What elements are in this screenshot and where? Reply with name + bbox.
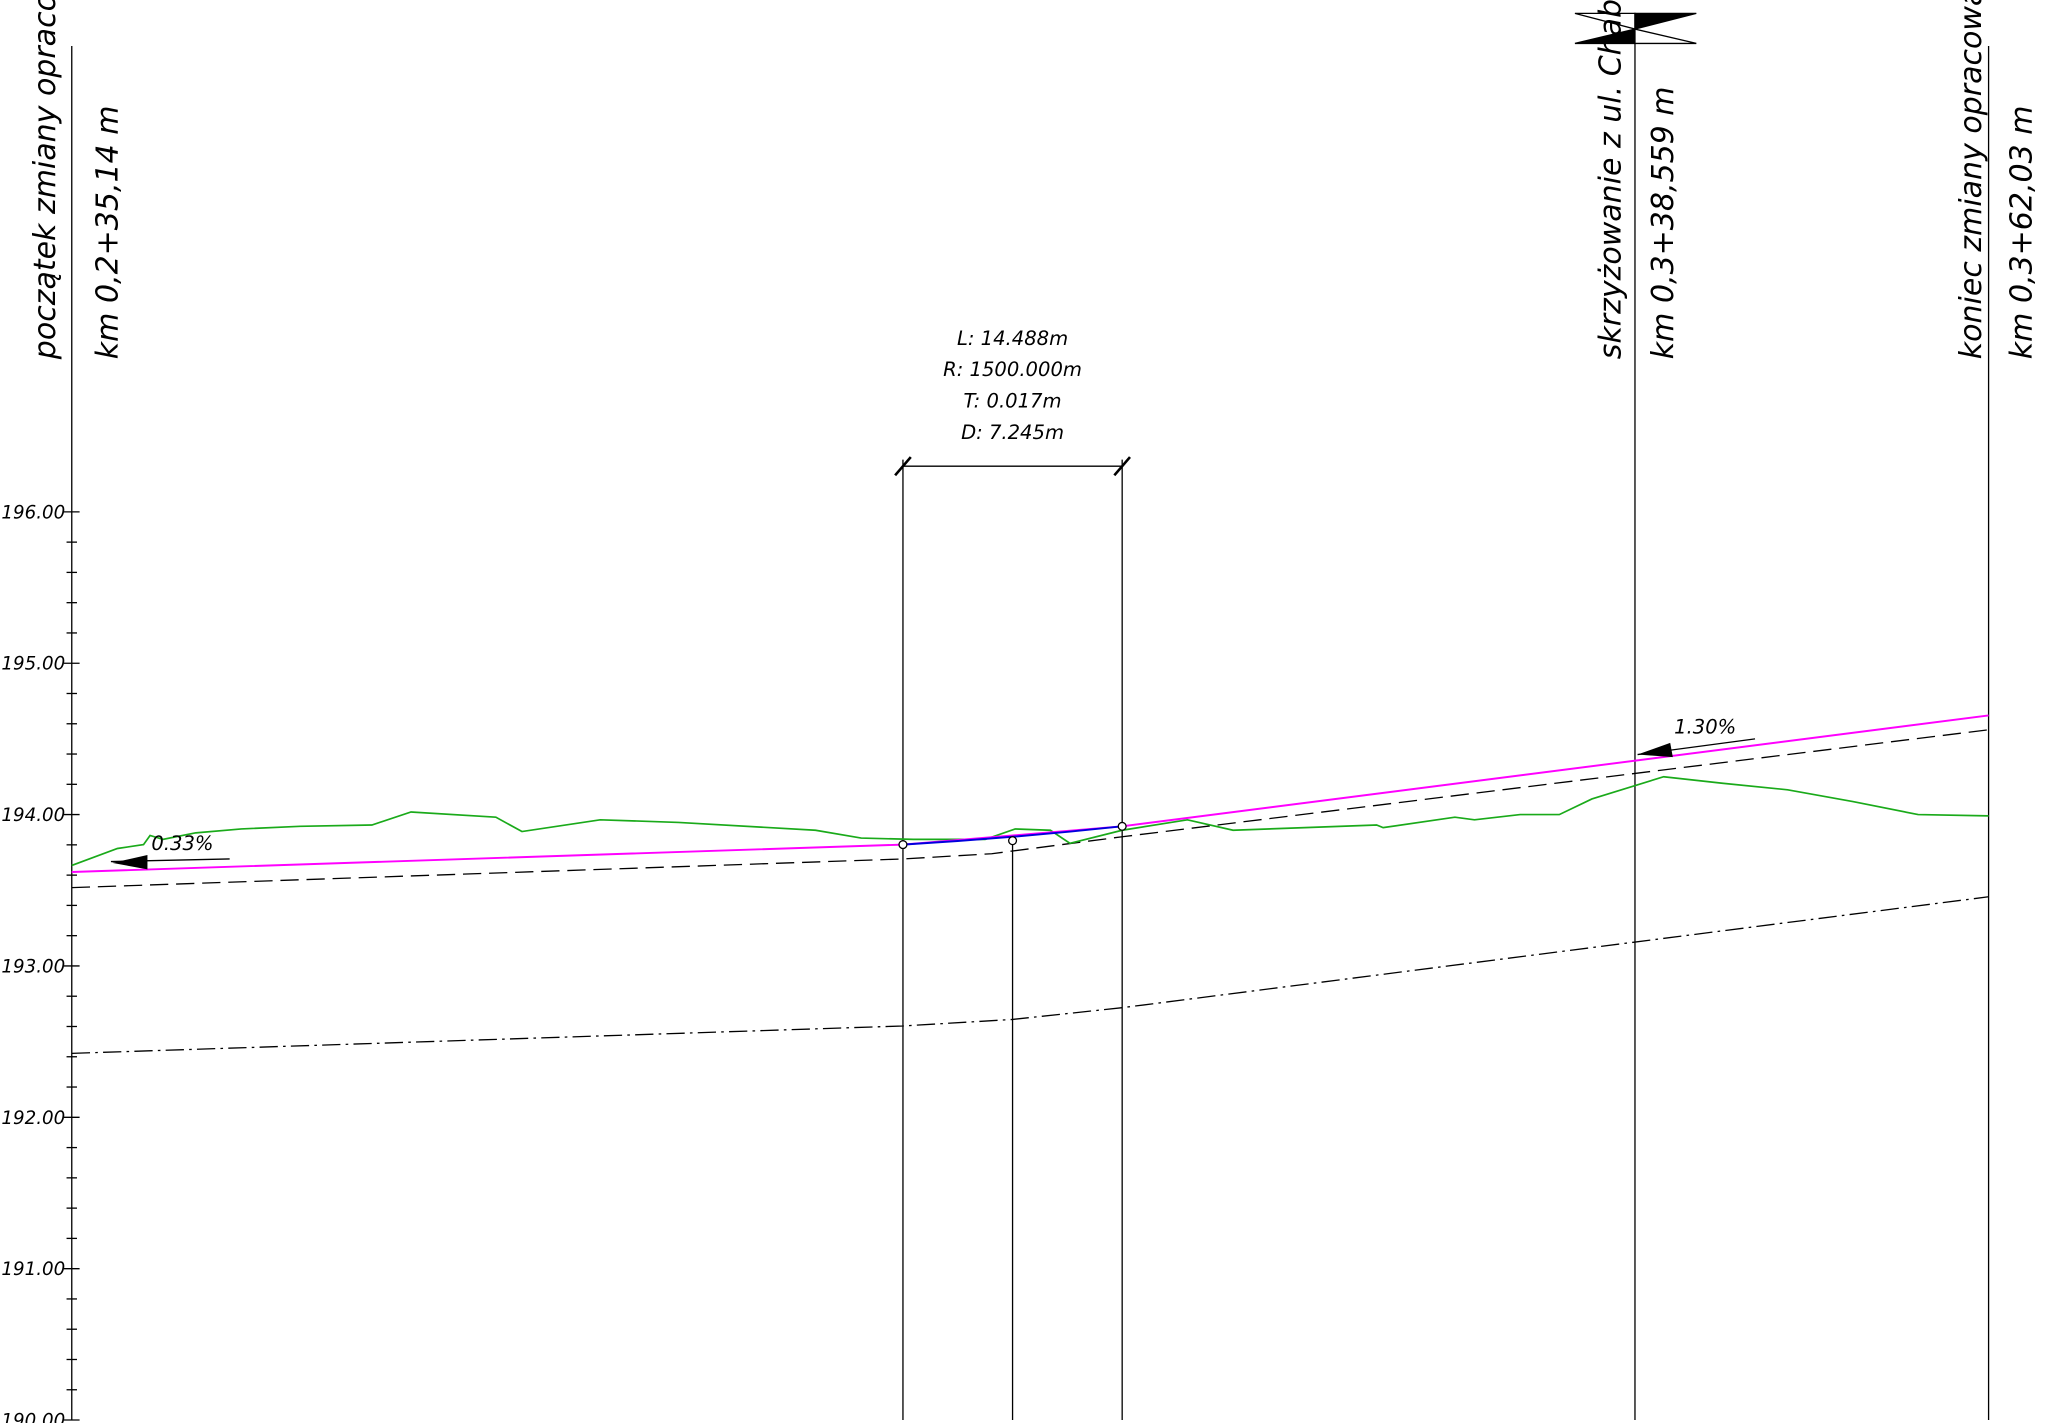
station-km: km 0,2+35,14 m (90, 106, 125, 360)
curve-point (1117, 821, 1127, 831)
station-name: skrzyżowanie z ul. Chabrów (1594, 0, 1629, 359)
slope-label: 1.30% (1674, 716, 1736, 739)
elevation-label: 196.00 (1, 502, 65, 523)
elevation-label: 193.00 (1, 956, 65, 977)
station-lines (71, 13, 1990, 1421)
elevation-label: 195.00 (1, 654, 65, 675)
slope-arrow: 1.30% (1637, 716, 1756, 758)
station-labels: początek zmiany opracowania km 0,2+35,14… (28, 0, 2040, 360)
elevation-label: 192.00 (1, 1108, 65, 1129)
station-km: km 0,3+38,559 m (1646, 86, 1681, 359)
curve-point (1007, 836, 1018, 846)
station-km: km 0,3+62,03 m (2005, 106, 2040, 360)
station-name: początek zmiany opracowania (28, 0, 63, 360)
curve-param: R: 1500.000m (943, 358, 1082, 381)
elevation-label: 194.00 (1, 805, 65, 826)
dash-dot-line (71, 896, 1989, 1055)
grade-line (71, 714, 1989, 873)
curve-point (898, 840, 908, 850)
slope-label: 0.33% (151, 832, 213, 855)
station-name: koniec zmiany opracowania (1954, 0, 1989, 359)
curve-dimension: L: 14.488m R: 1500.000m T: 0.017m D: 7.2… (894, 327, 1131, 477)
ground-line (71, 775, 1989, 867)
curve-param: T: 0.017m (964, 389, 1062, 412)
arrow-head (112, 855, 148, 870)
elevation-label: 191.00 (1, 1259, 65, 1280)
elevation-ticks: 196.00 195.00 194.00 193.00 192.00 191.00 190.… (1, 502, 80, 1423)
dimension-tick (894, 456, 912, 477)
arrow-head (1637, 742, 1673, 758)
curve-param: D: 7.245m (961, 421, 1064, 444)
symbol-part (1634, 12, 1697, 30)
curve-param: L: 14.488m (957, 327, 1068, 350)
elevation-label: 190.00 (1, 1411, 65, 1423)
intersection-symbol (1574, 12, 1697, 45)
dashed-line (71, 729, 1989, 889)
symbol-part (1634, 28, 1697, 45)
slope-arrow: 0.33% (110, 832, 230, 870)
dimension-tick (1113, 456, 1131, 477)
